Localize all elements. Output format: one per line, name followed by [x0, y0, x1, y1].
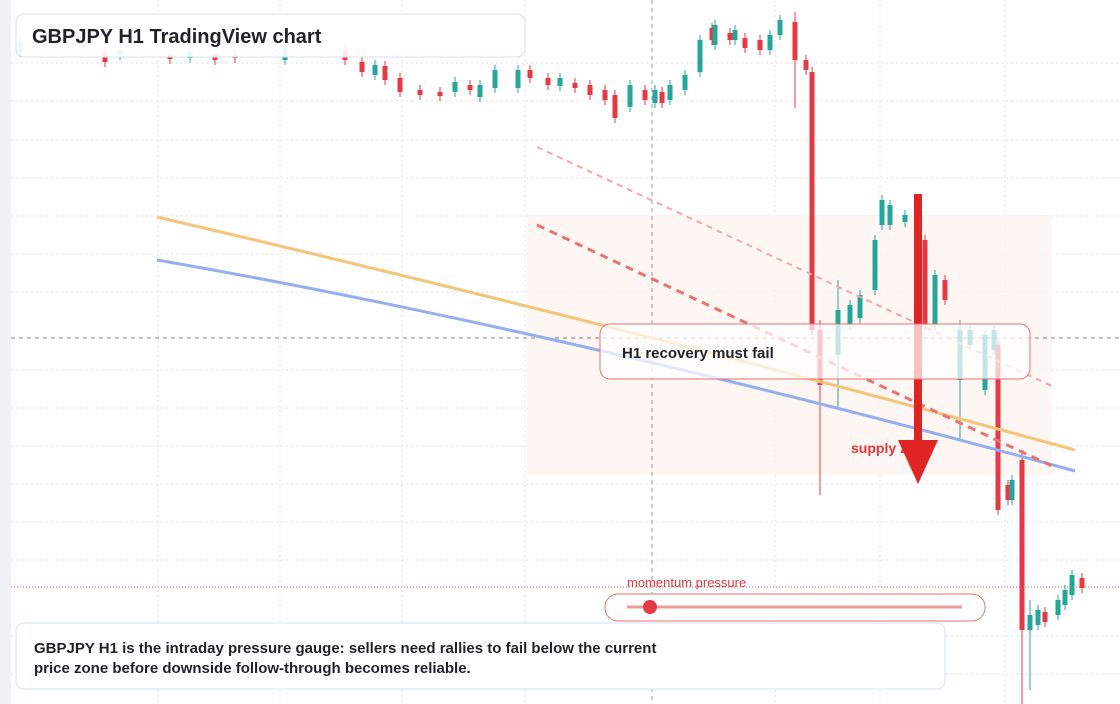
- moving-average-fast: [156, 258, 1076, 473]
- candle-body: [847, 305, 853, 325]
- candle-body: [452, 82, 458, 92]
- candle-body: [887, 205, 893, 225]
- candle-body: [545, 78, 551, 85]
- momentum-label: momentum pressure: [627, 575, 746, 590]
- candle-body: [1019, 460, 1025, 630]
- candle-body: [572, 83, 578, 88]
- candle-body: [1005, 485, 1011, 500]
- candle-body: [732, 30, 738, 40]
- candle-body: [1079, 578, 1085, 588]
- left-strip: [0, 0, 11, 704]
- candle-body: [1042, 612, 1048, 622]
- candle-body: [587, 85, 593, 95]
- candle-body: [1027, 615, 1033, 630]
- candle-body: [757, 40, 763, 50]
- candle-body: [372, 65, 378, 75]
- candle-body: [437, 92, 443, 96]
- candle-body: [922, 240, 928, 325]
- candle-body: [1055, 600, 1061, 615]
- candle-body: [667, 85, 673, 100]
- arrow-head: [898, 440, 938, 484]
- candle-body: [742, 38, 748, 48]
- candle-body: [659, 92, 665, 103]
- candle-body: [1069, 575, 1075, 595]
- candle-body: [1009, 480, 1015, 500]
- candle-body: [857, 295, 863, 318]
- description-line: GBPJPY H1 is the intraday pressure gauge…: [34, 640, 656, 657]
- candle-body: [477, 85, 483, 97]
- candle-body: [682, 75, 688, 90]
- candle-body: [872, 240, 878, 290]
- candle-body: [809, 72, 815, 330]
- candle-body: [527, 70, 533, 78]
- candle-body: [397, 78, 403, 92]
- candle-body: [642, 90, 648, 100]
- candle-body: [467, 85, 473, 90]
- arrow-shaft: [914, 194, 922, 442]
- candle-body: [652, 90, 658, 103]
- description-box: [15, 622, 946, 690]
- candle-body: [803, 60, 809, 70]
- slider-knob: [643, 600, 657, 614]
- candle-body: [627, 85, 633, 107]
- candle-body: [697, 40, 703, 72]
- candle-body: [712, 25, 718, 45]
- candle-body: [359, 62, 365, 72]
- candle-body: [932, 275, 938, 325]
- candle-body: [777, 20, 783, 35]
- candle-body: [1035, 610, 1041, 625]
- candle-body: [557, 78, 563, 86]
- candle-body: [492, 70, 498, 88]
- candle-body: [515, 70, 521, 88]
- title-box: [15, 13, 526, 58]
- candle-body: [767, 35, 773, 50]
- zone-label-box: [599, 323, 1031, 380]
- candle-body: [879, 200, 885, 225]
- candle-body: [942, 280, 948, 300]
- candle-body: [792, 22, 798, 60]
- candle-body: [602, 90, 608, 100]
- candle-body: [417, 90, 423, 95]
- candle-body: [902, 215, 908, 222]
- candle-body: [709, 28, 715, 40]
- title: GBPJPY H1 TradingView chart: [32, 26, 322, 48]
- candle-body: [1062, 590, 1068, 605]
- description-line: price zone before downside follow-throug…: [34, 660, 471, 677]
- candle-body: [382, 66, 388, 80]
- candle-body: [727, 33, 733, 40]
- zone-label: H1 recovery must fail: [622, 345, 774, 362]
- candle-body: [612, 95, 618, 118]
